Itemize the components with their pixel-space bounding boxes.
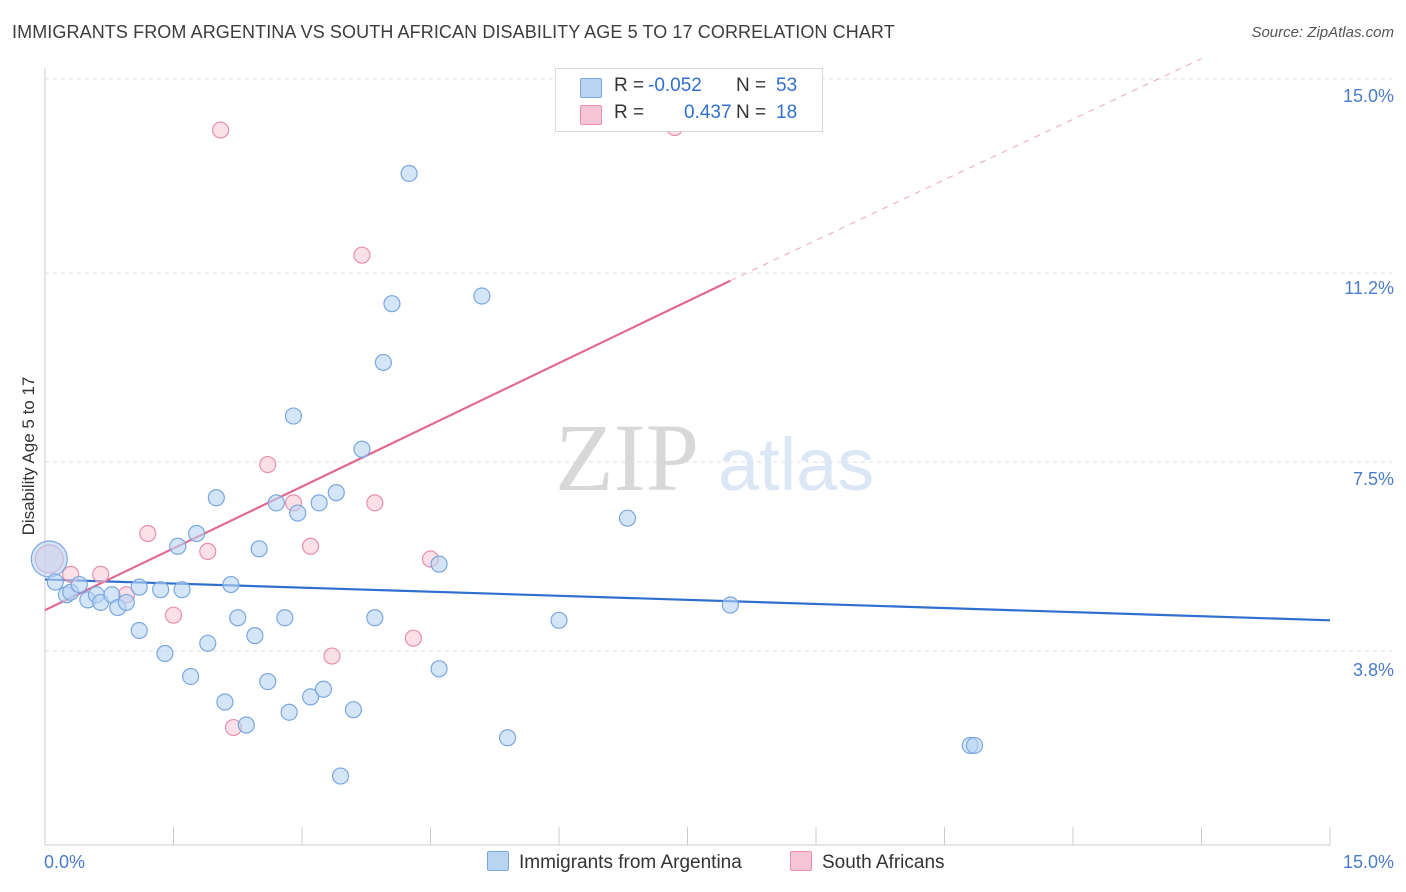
argentina-point <box>216 693 234 711</box>
y-tick-label: 11.2% <box>1344 278 1394 298</box>
legend-swatch-pink <box>580 105 602 125</box>
south-africans-point <box>404 629 422 647</box>
argentina-point <box>353 440 371 458</box>
watermark-atlas: atlas <box>718 423 874 506</box>
argentina-point <box>30 540 68 578</box>
legend-r-value: 0.437 <box>684 102 732 123</box>
argentina-point <box>618 509 637 527</box>
gridlines <box>45 78 1392 652</box>
argentina-point <box>199 634 217 652</box>
argentina-point <box>473 287 491 305</box>
argentina-point <box>169 537 187 555</box>
legend-r-label: R = <box>614 75 645 96</box>
argentina-points <box>30 164 984 785</box>
south-africans-point <box>139 524 157 543</box>
argentina-point <box>229 609 247 627</box>
trend-lines <box>44 58 1331 622</box>
argentina-point <box>207 489 225 507</box>
argentina-point <box>965 736 984 755</box>
argentina-point <box>188 524 206 543</box>
south-africans-point <box>212 121 230 139</box>
x-tick-label-max: 15.0% <box>1342 852 1394 872</box>
y-tick-label: 3.8% <box>1352 660 1394 680</box>
watermark: ZIP atlas <box>555 404 874 511</box>
argentina-point <box>259 672 277 691</box>
south-africans-point <box>92 565 110 583</box>
argentina-point <box>117 593 135 612</box>
argentina-point <box>366 609 384 627</box>
south-africans-point <box>259 455 277 474</box>
legend-n-label: N = <box>736 75 767 96</box>
argentina-point <box>46 573 64 591</box>
south-africans-trend-extension <box>730 58 1202 282</box>
argentina-point <box>550 611 568 629</box>
argentina-point <box>222 575 240 594</box>
argentina-point <box>182 667 200 686</box>
argentina-point <box>721 596 739 614</box>
chart-title: IMMIGRANTS FROM ARGENTINA VS SOUTH AFRIC… <box>12 22 895 42</box>
argentina-point <box>331 767 350 785</box>
argentina-point <box>327 484 345 502</box>
argentina-point <box>152 581 170 599</box>
argentina-point <box>499 729 517 747</box>
argentina-point <box>276 609 294 627</box>
legend-r-value: -0.052 <box>648 75 702 96</box>
south-africans-point <box>164 606 183 624</box>
y-tick-label: 7.5% <box>1352 469 1394 489</box>
argentina-point <box>280 703 298 721</box>
argentina-point <box>130 578 148 596</box>
correlation-legend: R = -0.052 N = 53 R = 0.437 N = 18 <box>555 68 823 132</box>
argentina-point <box>267 494 285 512</box>
watermark-zip: ZIP <box>555 404 699 511</box>
source-label: Source: ZipAtlas.com <box>1251 24 1394 41</box>
legend-r-label: R = <box>614 102 645 123</box>
legend-n-label: N = <box>736 102 767 123</box>
south-africans-point <box>199 542 217 560</box>
argentina-point <box>430 660 448 678</box>
south-africans-trend-line <box>44 279 731 612</box>
argentina-point <box>246 627 264 645</box>
south-africans-point <box>301 537 320 555</box>
argentina-point <box>383 295 401 313</box>
argentina-point <box>301 688 320 706</box>
argentina-point <box>344 701 362 719</box>
bottom-legend-argentina: Immigrants from Argentina <box>487 851 742 874</box>
argentina-point <box>374 353 392 372</box>
argentina-point <box>173 581 191 599</box>
bottom-legend-swatch-blue <box>487 851 509 871</box>
bottom-legend-swatch-pink <box>790 851 812 871</box>
y-axis-label: Disability Age 5 to 17 <box>19 376 38 536</box>
argentina-point <box>284 407 303 425</box>
y-tick-label: 15.0% <box>1342 86 1394 106</box>
south-africans-point <box>323 647 341 665</box>
legend-swatch-blue <box>580 78 602 98</box>
legend-n-value: 18 <box>776 102 798 123</box>
argentina-trend-line <box>44 578 1331 622</box>
argentina-point <box>130 621 148 640</box>
bottom-legend-label: South Africans <box>822 852 945 873</box>
argentina-point <box>289 504 307 522</box>
legend-n-value: 53 <box>776 75 798 96</box>
argentina-point <box>250 540 268 558</box>
bottom-legend-south-africans: South Africans <box>790 851 945 874</box>
argentina-point <box>237 716 255 734</box>
south-africans-point <box>366 494 384 512</box>
bottom-legend-label: Immigrants from Argentina <box>519 852 742 873</box>
south-africans-point <box>353 246 371 264</box>
argentina-point <box>70 575 88 594</box>
argentina-point <box>430 555 448 573</box>
argentina-point <box>314 680 333 698</box>
x-tick-label-min: 0.0% <box>44 852 86 872</box>
argentina-point <box>310 494 328 512</box>
axes <box>44 68 1331 846</box>
argentina-point <box>400 164 418 183</box>
argentina-point <box>156 644 174 663</box>
